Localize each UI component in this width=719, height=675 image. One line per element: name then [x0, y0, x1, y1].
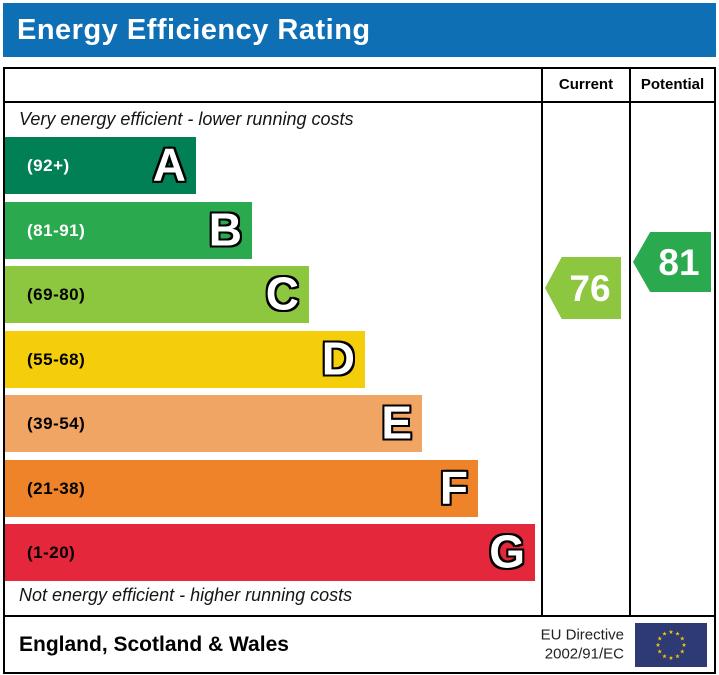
rating-table: Current Potential Very energy efficient … [3, 67, 716, 617]
potential-column-divider [629, 69, 631, 615]
bottom-note: Not energy efficient - higher running co… [19, 585, 353, 605]
potential-rating-value: 81 [658, 241, 700, 283]
current-rating-arrow: 76 [545, 257, 621, 319]
region-label: England, Scotland & Wales [19, 632, 289, 656]
band-g: (1-20) G [5, 524, 535, 581]
band-f-range: (21-38) [27, 478, 86, 498]
band-f-letter: F [439, 461, 468, 514]
band-a-letter: A [152, 138, 186, 191]
eu-directive-line1: EU Directive [540, 626, 624, 643]
band-b-letter: B [208, 203, 242, 256]
band-c-letter: C [265, 267, 299, 320]
page-title: Energy Efficiency Rating [17, 13, 371, 46]
current-rating-value: 76 [569, 267, 611, 309]
band-b-range: (81-91) [27, 220, 86, 240]
band-e-range: (39-54) [27, 413, 86, 433]
band-a: (92+) A [5, 137, 196, 194]
band-d-letter: D [321, 332, 355, 385]
potential-rating-arrow: 81 [633, 232, 711, 292]
eu-directive-label: EU Directive 2002/91/EC [541, 625, 624, 664]
band-e: (39-54) E [5, 395, 422, 452]
footer-bar: England, Scotland & Wales EU Directive 2… [3, 615, 716, 674]
band-g-letter: G [489, 525, 525, 578]
band-f: (21-38) F [5, 460, 478, 517]
eu-flag-icon [635, 622, 707, 667]
band-a-range: (92+) [27, 155, 70, 175]
band-c-range: (69-80) [27, 284, 86, 304]
title-bar: Energy Efficiency Rating [3, 3, 716, 57]
band-c: (69-80) C [5, 266, 309, 323]
top-note: Very energy efficient - lower running co… [19, 109, 354, 129]
band-e-letter: E [381, 396, 412, 449]
header-row-divider [5, 101, 714, 103]
current-column-header: Current [558, 76, 614, 93]
eu-directive-line2: 2002/91/EC [544, 645, 624, 663]
current-column-divider [541, 69, 543, 615]
band-d: (55-68) D [5, 331, 365, 388]
band-d-range: (55-68) [27, 349, 86, 369]
potential-column-header: Potential [640, 76, 705, 93]
band-g-range: (1-20) [27, 542, 76, 562]
band-b: (81-91) B [5, 202, 252, 259]
